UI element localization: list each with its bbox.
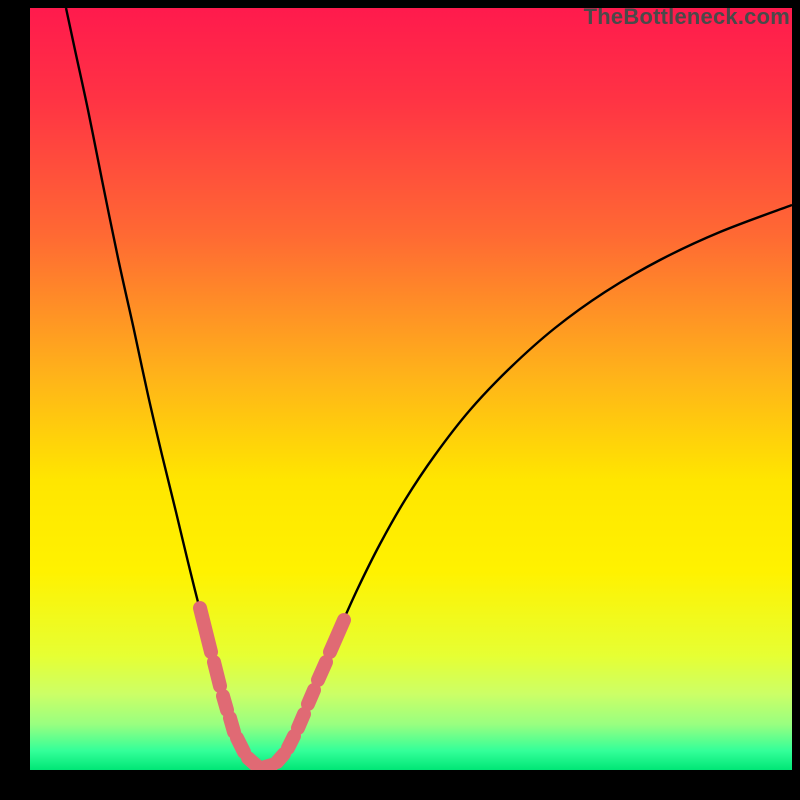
marker-capsule — [214, 662, 220, 686]
marker-capsule — [200, 608, 211, 652]
left-curve — [66, 8, 260, 768]
right-curve — [260, 205, 792, 768]
marker-capsule — [308, 690, 314, 704]
marker-capsule — [318, 662, 326, 680]
marker-capsule — [237, 738, 244, 752]
marker-capsule — [248, 758, 257, 766]
watermark-text: TheBottleneck.com — [584, 4, 790, 30]
marker-capsule — [298, 714, 304, 728]
marker-capsule — [277, 754, 284, 762]
marker-capsule — [230, 718, 234, 732]
marker-capsule — [262, 765, 272, 768]
curve-layer — [0, 0, 800, 800]
marker-capsule — [223, 696, 227, 710]
marker-capsule — [288, 736, 294, 748]
chart-stage: TheBottleneck.com — [0, 0, 800, 800]
marker-capsule — [330, 620, 344, 652]
